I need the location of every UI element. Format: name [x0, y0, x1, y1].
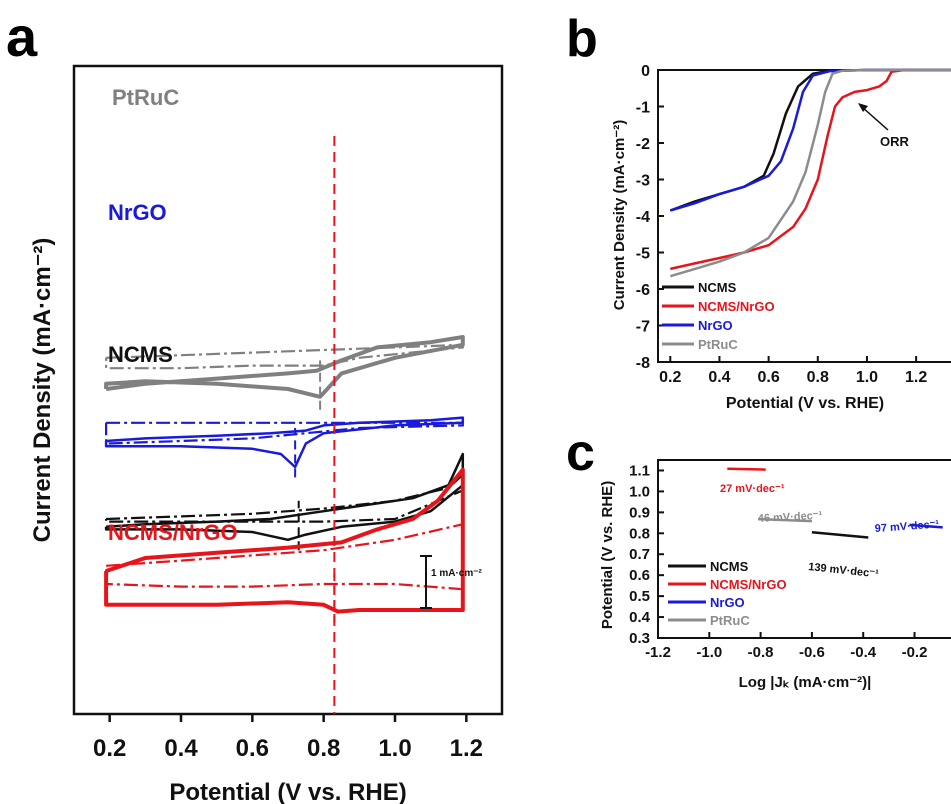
tafel-line-ncms-nrgo	[727, 467, 766, 471]
legend-label: PtRuC	[698, 337, 738, 352]
panel-b-y-tick-label: -6	[636, 282, 650, 299]
panel-b-legend: NCMS NCMS/NrGO NrGO PtRuC	[662, 280, 775, 352]
panel-a-series-labels: PtRuC NrGO NCMS NCMS/NrGO	[108, 85, 238, 545]
panel-a-frame	[72, 64, 504, 716]
panel-a-x-tick-label: 0.6	[236, 735, 269, 762]
panel-b-y-tick-label: 0	[641, 63, 650, 80]
panel-c-legend: NCMS NCMS/NrGO NrGO PtRuC	[668, 559, 787, 628]
cv-dashdot-ptruc	[104, 343, 464, 370]
panel-c-y-tick-label: 0.9	[629, 504, 650, 521]
panel-c-y-tick-label: 1.0	[629, 483, 650, 500]
panel-c-chart: Log |Jₖ (mA·cm⁻²)| Potential (V vs. RHE)…	[599, 459, 951, 691]
panel-b-ticks: 0.2 0.4 0.6 0.8 1.0 1.2 0 -1 -2 -3 -4 -5 -6 -7 -8	[636, 63, 928, 386]
tafel-slope-label: 46 mV·dec⁻¹	[758, 510, 823, 525]
panel-b-y-tick-label: -5	[636, 246, 650, 263]
legend-label: NCMS/NrGO	[710, 577, 787, 592]
panel-b-chart: Potential (V vs. RHE) Current Density (m…	[611, 63, 951, 412]
cv-dashdot-nrgo	[104, 421, 464, 445]
tafel-slope-label: 97 mV·dec⁻¹	[874, 518, 940, 534]
panel-c-x-tick-label: -1.2	[645, 644, 671, 661]
panel-c-x-tick-label: -0.2	[902, 644, 928, 661]
lsv-curve-ncms	[669, 68, 951, 212]
panel-b-y-tick-label: -4	[636, 209, 650, 226]
panel-b-y-tick-label: -7	[636, 319, 650, 336]
lsv-curve-ptruc	[669, 68, 951, 278]
panel-c-x-tick-label: -0.8	[748, 644, 774, 661]
panel-c-lines	[727, 467, 943, 539]
panel-b-x-tick-label: 1.2	[905, 369, 927, 386]
panel-b-x-tick-label: 0.2	[659, 369, 681, 386]
tafel-line-nrgo	[909, 523, 943, 529]
panel-b-x-axis-title: Potential (V vs. RHE)	[726, 395, 884, 412]
panel-b-x-tick-label: 0.4	[708, 369, 730, 386]
panel-b-curves	[669, 68, 951, 278]
panel-c-x-axis-title: Log |Jₖ (mA·cm⁻²)|	[739, 674, 872, 691]
panel-a-x-tick-label: 1.2	[450, 735, 483, 762]
panel-b-y-tick-label: -8	[636, 355, 650, 372]
panel-c-x-tick-label: -0.6	[799, 644, 825, 661]
panel-c-x-tick-label: -0.4	[850, 644, 877, 661]
orr-annotation: ORR	[880, 134, 910, 149]
panel-c-y-tick-label: 0.8	[629, 525, 650, 542]
panel-b-y-tick-label: -2	[636, 136, 650, 153]
legend-label: NCMS/NrGO	[698, 299, 775, 314]
panel-c-y-axis-title: Potential (V vs. RHE)	[599, 481, 616, 629]
orr-arrow	[861, 106, 889, 131]
panel-a-x-tick-label: 0.8	[307, 735, 340, 762]
panel-a-series-label: PtRuC	[112, 85, 179, 110]
legend-label: NrGO	[710, 595, 745, 610]
panel-b-x-tick-label: 1.0	[856, 369, 878, 386]
panel-letter-b: b	[566, 10, 598, 68]
panel-letter-a: a	[6, 5, 38, 68]
panel-c-y-tick-label: 0.7	[629, 546, 650, 563]
cv-solid-ncms-nrgo	[104, 467, 465, 614]
tafel-line-ncms	[811, 530, 869, 539]
panel-a-series-label: NCMS	[108, 342, 173, 367]
tafel-slope-label: 139 mV·dec⁻¹	[808, 561, 880, 580]
tafel-line-ptruc	[757, 517, 812, 523]
panel-letter-c: c	[566, 424, 595, 482]
panel-a-x-axis-title: Potential (V vs. RHE)	[169, 779, 406, 804]
scale-bar-label: 1 mA·cm⁻²	[431, 568, 483, 579]
legend-label: NrGO	[698, 318, 733, 333]
panel-c-slope-labels: 139 mV·dec⁻¹ 27 mV·dec⁻¹ 97 mV·dec⁻¹ 46 mV·…	[720, 483, 940, 580]
legend-label: NCMS	[698, 280, 737, 295]
panel-c-y-tick-label: 0.5	[629, 588, 650, 605]
tafel-slope-label: 27 mV·dec⁻¹	[720, 483, 785, 495]
cv-dashdot-ncms-nrgo	[104, 522, 464, 591]
panel-c-y-tick-label: 1.1	[629, 462, 650, 479]
panel-c-ticks: -1.2 -1.0 -0.8 -0.6 -0.4 -0.2 0.3 0.4 0.5 0.6 0.7 0…	[629, 462, 927, 661]
panel-b-x-tick-label: 0.8	[807, 369, 829, 386]
panel-c-x-tick-label: -1.0	[696, 644, 722, 661]
panel-a-series-label: NCMS/NrGO	[108, 520, 238, 545]
legend-label: NCMS	[710, 559, 749, 574]
cv-solid-ptruc	[104, 335, 465, 399]
panel-a-curves	[104, 136, 465, 714]
panel-a-chart: Potential (V vs. RHE) Current Density (m…	[29, 64, 504, 804]
panel-b-x-tick-label: 0.6	[758, 369, 780, 386]
lsv-curve-ncms-nrgo	[670, 68, 951, 271]
panel-a-x-ticks: 0.2 0.4 0.6 0.8 1.0 1.2	[93, 714, 483, 762]
lsv-curve-nrgo	[669, 68, 951, 212]
panel-a-y-axis-title: Current Density (mA·cm⁻²)	[29, 238, 56, 543]
panel-a-x-tick-label: 1.0	[378, 735, 411, 762]
orr-arrow-head	[858, 103, 868, 112]
panel-a-x-tick-label: 0.2	[93, 735, 126, 762]
panel-a-series-label: NrGO	[108, 200, 167, 225]
panel-b-y-axis-title: Current Density (mA·cm⁻²)	[611, 120, 628, 310]
panel-b-y-tick-label: -3	[636, 173, 650, 190]
panel-c-frame	[657, 459, 951, 639]
panel-c-y-tick-label: 0.6	[629, 567, 650, 584]
panel-b-y-tick-label: -1	[636, 100, 650, 117]
panel-c-y-tick-label: 0.3	[629, 630, 650, 647]
panel-a-x-tick-label: 0.4	[164, 735, 198, 762]
panel-c-y-tick-label: 0.4	[629, 609, 651, 626]
cv-dashdot-ncms	[104, 472, 464, 523]
legend-label: PtRuC	[710, 613, 750, 628]
